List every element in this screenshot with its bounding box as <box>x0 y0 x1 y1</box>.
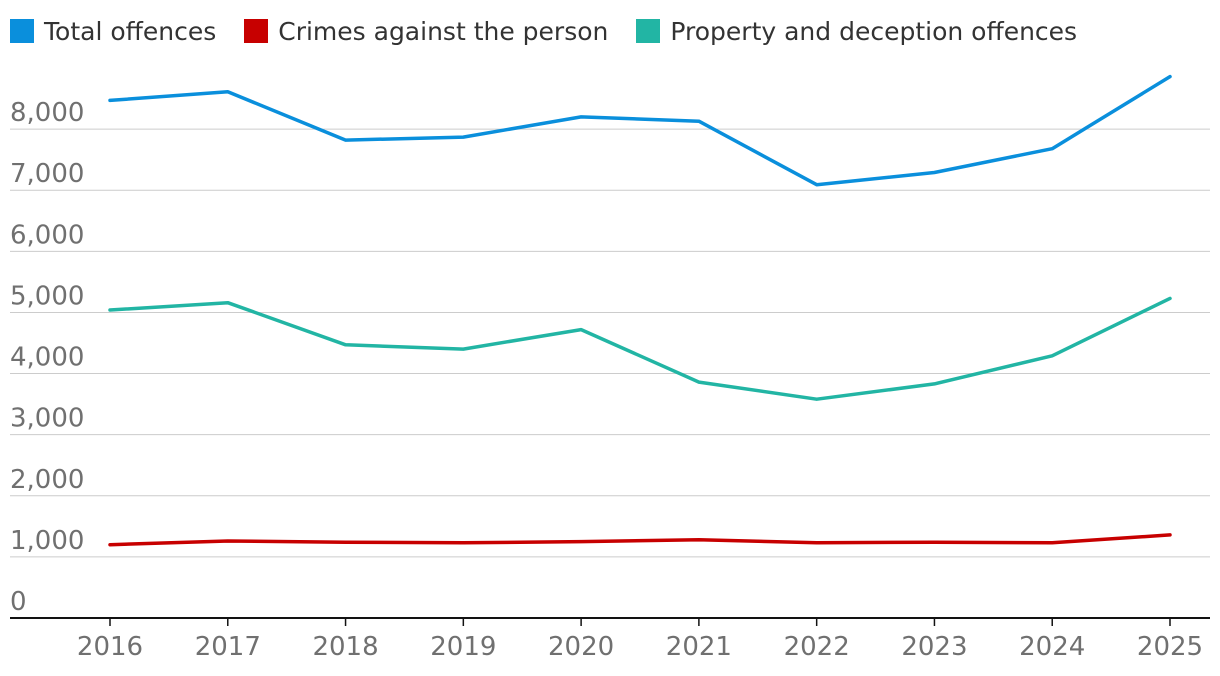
x-tick-label: 2020 <box>548 632 614 662</box>
series-line-total-offences <box>108 74 1172 187</box>
x-axis: 2016 2017 2018 2019 2020 2021 2022 2023 2024 2025 <box>10 617 1210 662</box>
legend-swatch-crimes-against-person <box>244 19 269 43</box>
x-tick-label: 2023 <box>901 632 967 662</box>
x-tick-label: 2019 <box>430 632 496 662</box>
y-tick-label: 1,000 <box>10 526 84 556</box>
y-tick-label: 0 <box>10 587 27 617</box>
legend-label-total-offences: Total offences <box>44 16 217 46</box>
x-tick-label: 2017 <box>195 632 261 662</box>
series-line-property-and-deception-offences <box>108 296 1172 401</box>
x-tick-label: 2021 <box>666 632 732 662</box>
x-tick-label: 2016 <box>77 632 143 662</box>
chart-legend: Total offences Crimes against the person… <box>10 14 1105 48</box>
y-tick-label: 3,000 <box>10 404 84 434</box>
legend-item-crimes-against-person: Crimes against the person <box>244 17 608 46</box>
legend-item-total-offences: Total offences <box>10 17 216 46</box>
series-lines <box>108 74 1172 547</box>
x-tick-label: 2018 <box>312 632 378 662</box>
legend-swatch-property-deception <box>636 19 661 43</box>
legend-swatch-total-offences <box>10 19 34 43</box>
y-tick-label: 5,000 <box>10 281 84 311</box>
y-tick-label: 2,000 <box>10 465 84 495</box>
gridlines <box>10 128 1210 558</box>
legend-label-property-deception: Property and deception offences <box>670 16 1078 46</box>
y-tick-label: 6,000 <box>10 220 84 250</box>
legend-item-property-deception: Property and deception offences <box>636 17 1077 46</box>
x-tick-label: 2024 <box>1019 632 1085 662</box>
series-line-crimes-against-the-person <box>108 533 1172 547</box>
y-tick-label: 4,000 <box>10 343 84 373</box>
x-tick-label: 2022 <box>784 632 850 662</box>
legend-label-crimes-against-person: Crimes against the person <box>278 16 609 46</box>
y-tick-label: 7,000 <box>10 159 84 189</box>
x-tick-label: 2025 <box>1137 632 1203 662</box>
y-tick-label: 8,000 <box>10 98 84 128</box>
y-axis-tick-labels: 0 1,000 2,000 3,000 4,000 5,000 6,000 7,000 8,00… <box>10 98 84 617</box>
